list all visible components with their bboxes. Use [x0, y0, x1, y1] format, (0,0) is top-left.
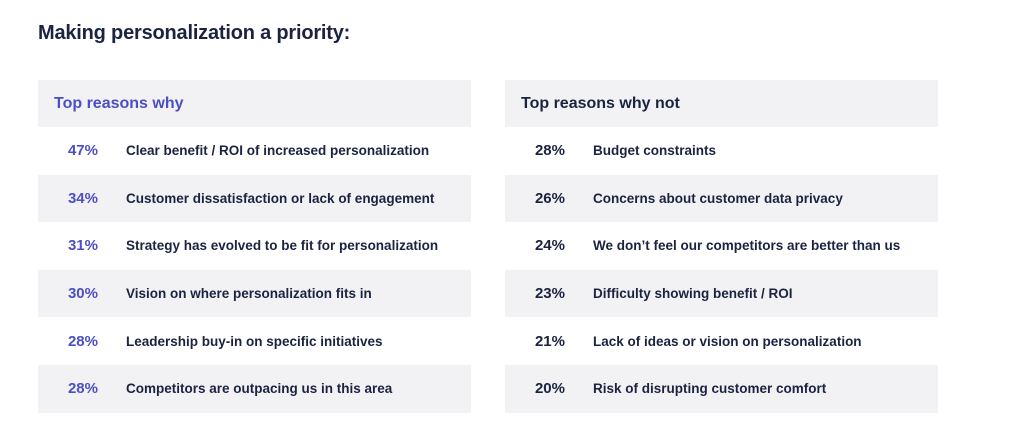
reason-why-not-label: Concerns about customer data privacy — [593, 190, 843, 206]
reason-why-not-percent: 28% — [534, 142, 565, 160]
reason-why-not-row: 21% Lack of ideas or vision on personaliz… — [505, 317, 938, 365]
reason-why-not-row: 28% Budget constraints — [505, 127, 938, 175]
reasons-why-not-heading: Top reasons why not — [505, 80, 938, 127]
reason-why-not-percent: 23% — [534, 285, 565, 303]
reason-why-not-percent: 20% — [534, 380, 565, 398]
reason-why-percent: 28% — [67, 332, 98, 350]
reason-why-percent: 34% — [67, 189, 98, 207]
reason-why-not-row: 24% We don’t feel our competitors are bet… — [505, 222, 938, 270]
reason-why-percent: 31% — [67, 237, 98, 255]
reason-why-not-percent: 26% — [534, 189, 565, 207]
reason-why-percent: 30% — [67, 285, 98, 303]
reason-why-not-label: Difficulty showing benefit / ROI — [593, 286, 793, 302]
reasons-why-not-panel: Top reasons why not 28% Budget constraint… — [505, 80, 938, 413]
reasons-why-heading: Top reasons why — [38, 80, 471, 127]
reason-why-not-label: Risk of disrupting customer comfort — [593, 381, 827, 397]
reason-why-row: 47% Clear benefit / ROI of increased pers… — [38, 127, 471, 175]
reason-why-percent: 47% — [67, 142, 98, 160]
reason-why-row: 31% Strategy has evolved to be fit for pe… — [38, 222, 471, 270]
reason-why-not-percent: 24% — [534, 237, 565, 255]
reason-why-label: Clear benefit / ROI of increased persona… — [126, 143, 430, 159]
reason-why-label: Customer dissatisfaction or lack of enga… — [126, 190, 435, 206]
reason-why-label: Leadership buy-in on specific initiative… — [126, 333, 383, 349]
reason-why-row: 34% Customer dissatisfaction or lack of e… — [38, 174, 471, 223]
reason-why-not-label: Budget constraints — [593, 143, 717, 159]
reason-why-not-label: We don’t feel our competitors are better… — [593, 238, 901, 254]
reason-why-not-percent: 21% — [534, 332, 565, 350]
reason-why-row: 28% Leadership buy-in on specific initiat… — [38, 317, 471, 365]
reason-why-label: Strategy has evolved to be fit for perso… — [126, 238, 439, 254]
reason-why-row: 28% Competitors are outpacing us in this … — [38, 364, 471, 413]
reasons-why-panel: Top reasons why 47% Clear benefit / ROI o… — [38, 80, 471, 413]
reason-why-label: Vision on where personalization fits in — [126, 286, 372, 302]
reason-why-label: Competitors are outpacing us in this are… — [126, 381, 393, 397]
reason-why-not-row: 26% Concerns about customer data privacy — [505, 174, 938, 223]
page-title: Making personalization a priority: — [38, 22, 351, 44]
reason-why-row: 30% Vision on where personalization fits … — [38, 269, 471, 318]
reason-why-percent: 28% — [67, 380, 98, 398]
reason-why-not-row: 23% Difficulty showing benefit / ROI — [505, 269, 938, 318]
reason-why-not-label: Lack of ideas or vision on personalizati… — [593, 333, 862, 349]
reason-why-not-row: 20% Risk of disrupting customer comfort — [505, 364, 938, 413]
